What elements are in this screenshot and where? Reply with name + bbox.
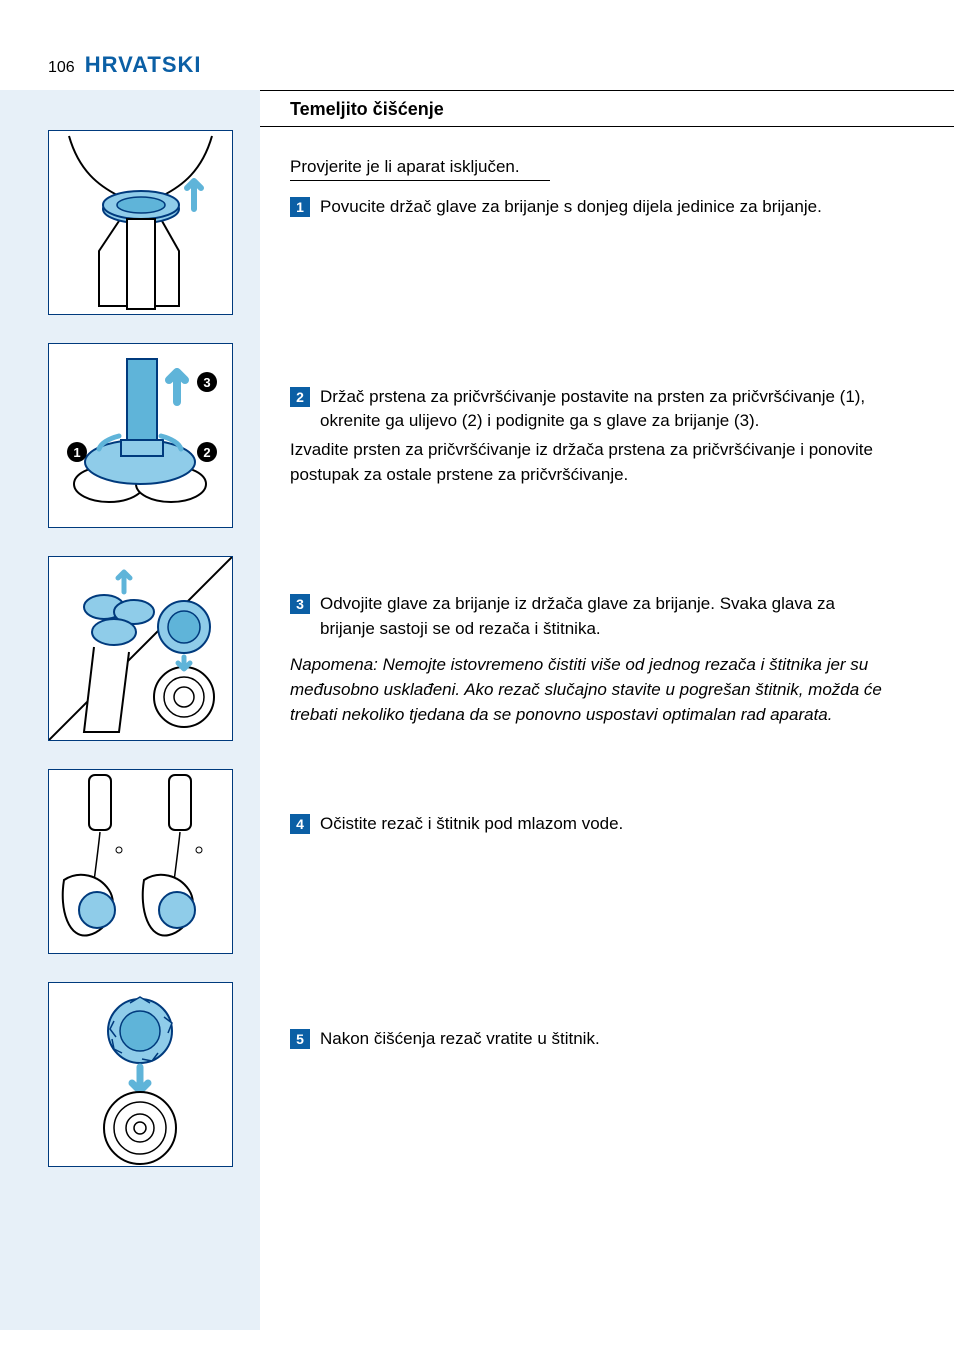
step-4-text: Očistite rezač i štitnik pod mlazom vode…: [320, 812, 894, 837]
figure-2-badge-2: 2: [203, 445, 210, 460]
step-1: 1 Povucite držač glave za brijanje s don…: [290, 195, 894, 220]
intro-underline: [290, 180, 550, 181]
illustration-column: 1 2 3: [0, 90, 260, 1330]
section-title: Temeljito čišćenje: [290, 91, 894, 126]
step-1-text: Povucite držač glave za brijanje s donje…: [320, 195, 894, 220]
figure-3: [48, 556, 233, 741]
step-3-text: Odvojite glave za brijanje iz držača gla…: [320, 592, 894, 641]
figure-1: [48, 130, 233, 315]
figure-5: [48, 982, 233, 1167]
step-4-number: 4: [290, 814, 310, 834]
step-3-number: 3: [290, 594, 310, 614]
step-2-text: Držač prstena za pričvršćivanje postavit…: [320, 385, 894, 434]
figure-2-badge-3: 3: [203, 375, 210, 390]
step-2-number: 2: [290, 387, 310, 407]
language-title: HRVATSKI: [85, 52, 202, 78]
reassemble-cutter-icon: [49, 983, 232, 1166]
separate-heads-icon: [49, 557, 232, 740]
step-1-number: 1: [290, 197, 310, 217]
figure-2-badge-1: 1: [73, 445, 80, 460]
step-4: 4 Očistite rezač i štitnik pod mlazom vo…: [290, 812, 894, 837]
step-5-number: 5: [290, 1029, 310, 1049]
page-header: 106 HRVATSKI: [0, 0, 954, 90]
step-2-subtext: Izvadite prsten za pričvršćivanje iz drž…: [290, 438, 894, 487]
rinse-parts-icon: [49, 770, 232, 953]
content-area: 1 2 3: [0, 90, 954, 1330]
retaining-ring-remove-icon: 1 2 3: [49, 344, 232, 527]
step-3-note: Napomena: Nemojte istovremeno čistiti vi…: [290, 653, 894, 727]
page-number: 106: [48, 59, 75, 77]
text-column: Temeljito čišćenje Provjerite je li apar…: [260, 90, 954, 1330]
step-3: 3 Odvojite glave za brijanje iz držača g…: [290, 592, 894, 727]
figure-2: 1 2 3: [48, 343, 233, 528]
step-5: 5 Nakon čišćenja rezač vratite u štitnik…: [290, 1027, 894, 1052]
figure-4: [48, 769, 233, 954]
step-5-text: Nakon čišćenja rezač vratite u štitnik.: [320, 1027, 894, 1052]
step-2: 2 Držač prstena za pričvršćivanje postav…: [290, 385, 894, 488]
shaver-pull-head-icon: [49, 131, 232, 314]
intro-text: Provjerite je li aparat isključen.: [290, 127, 894, 177]
